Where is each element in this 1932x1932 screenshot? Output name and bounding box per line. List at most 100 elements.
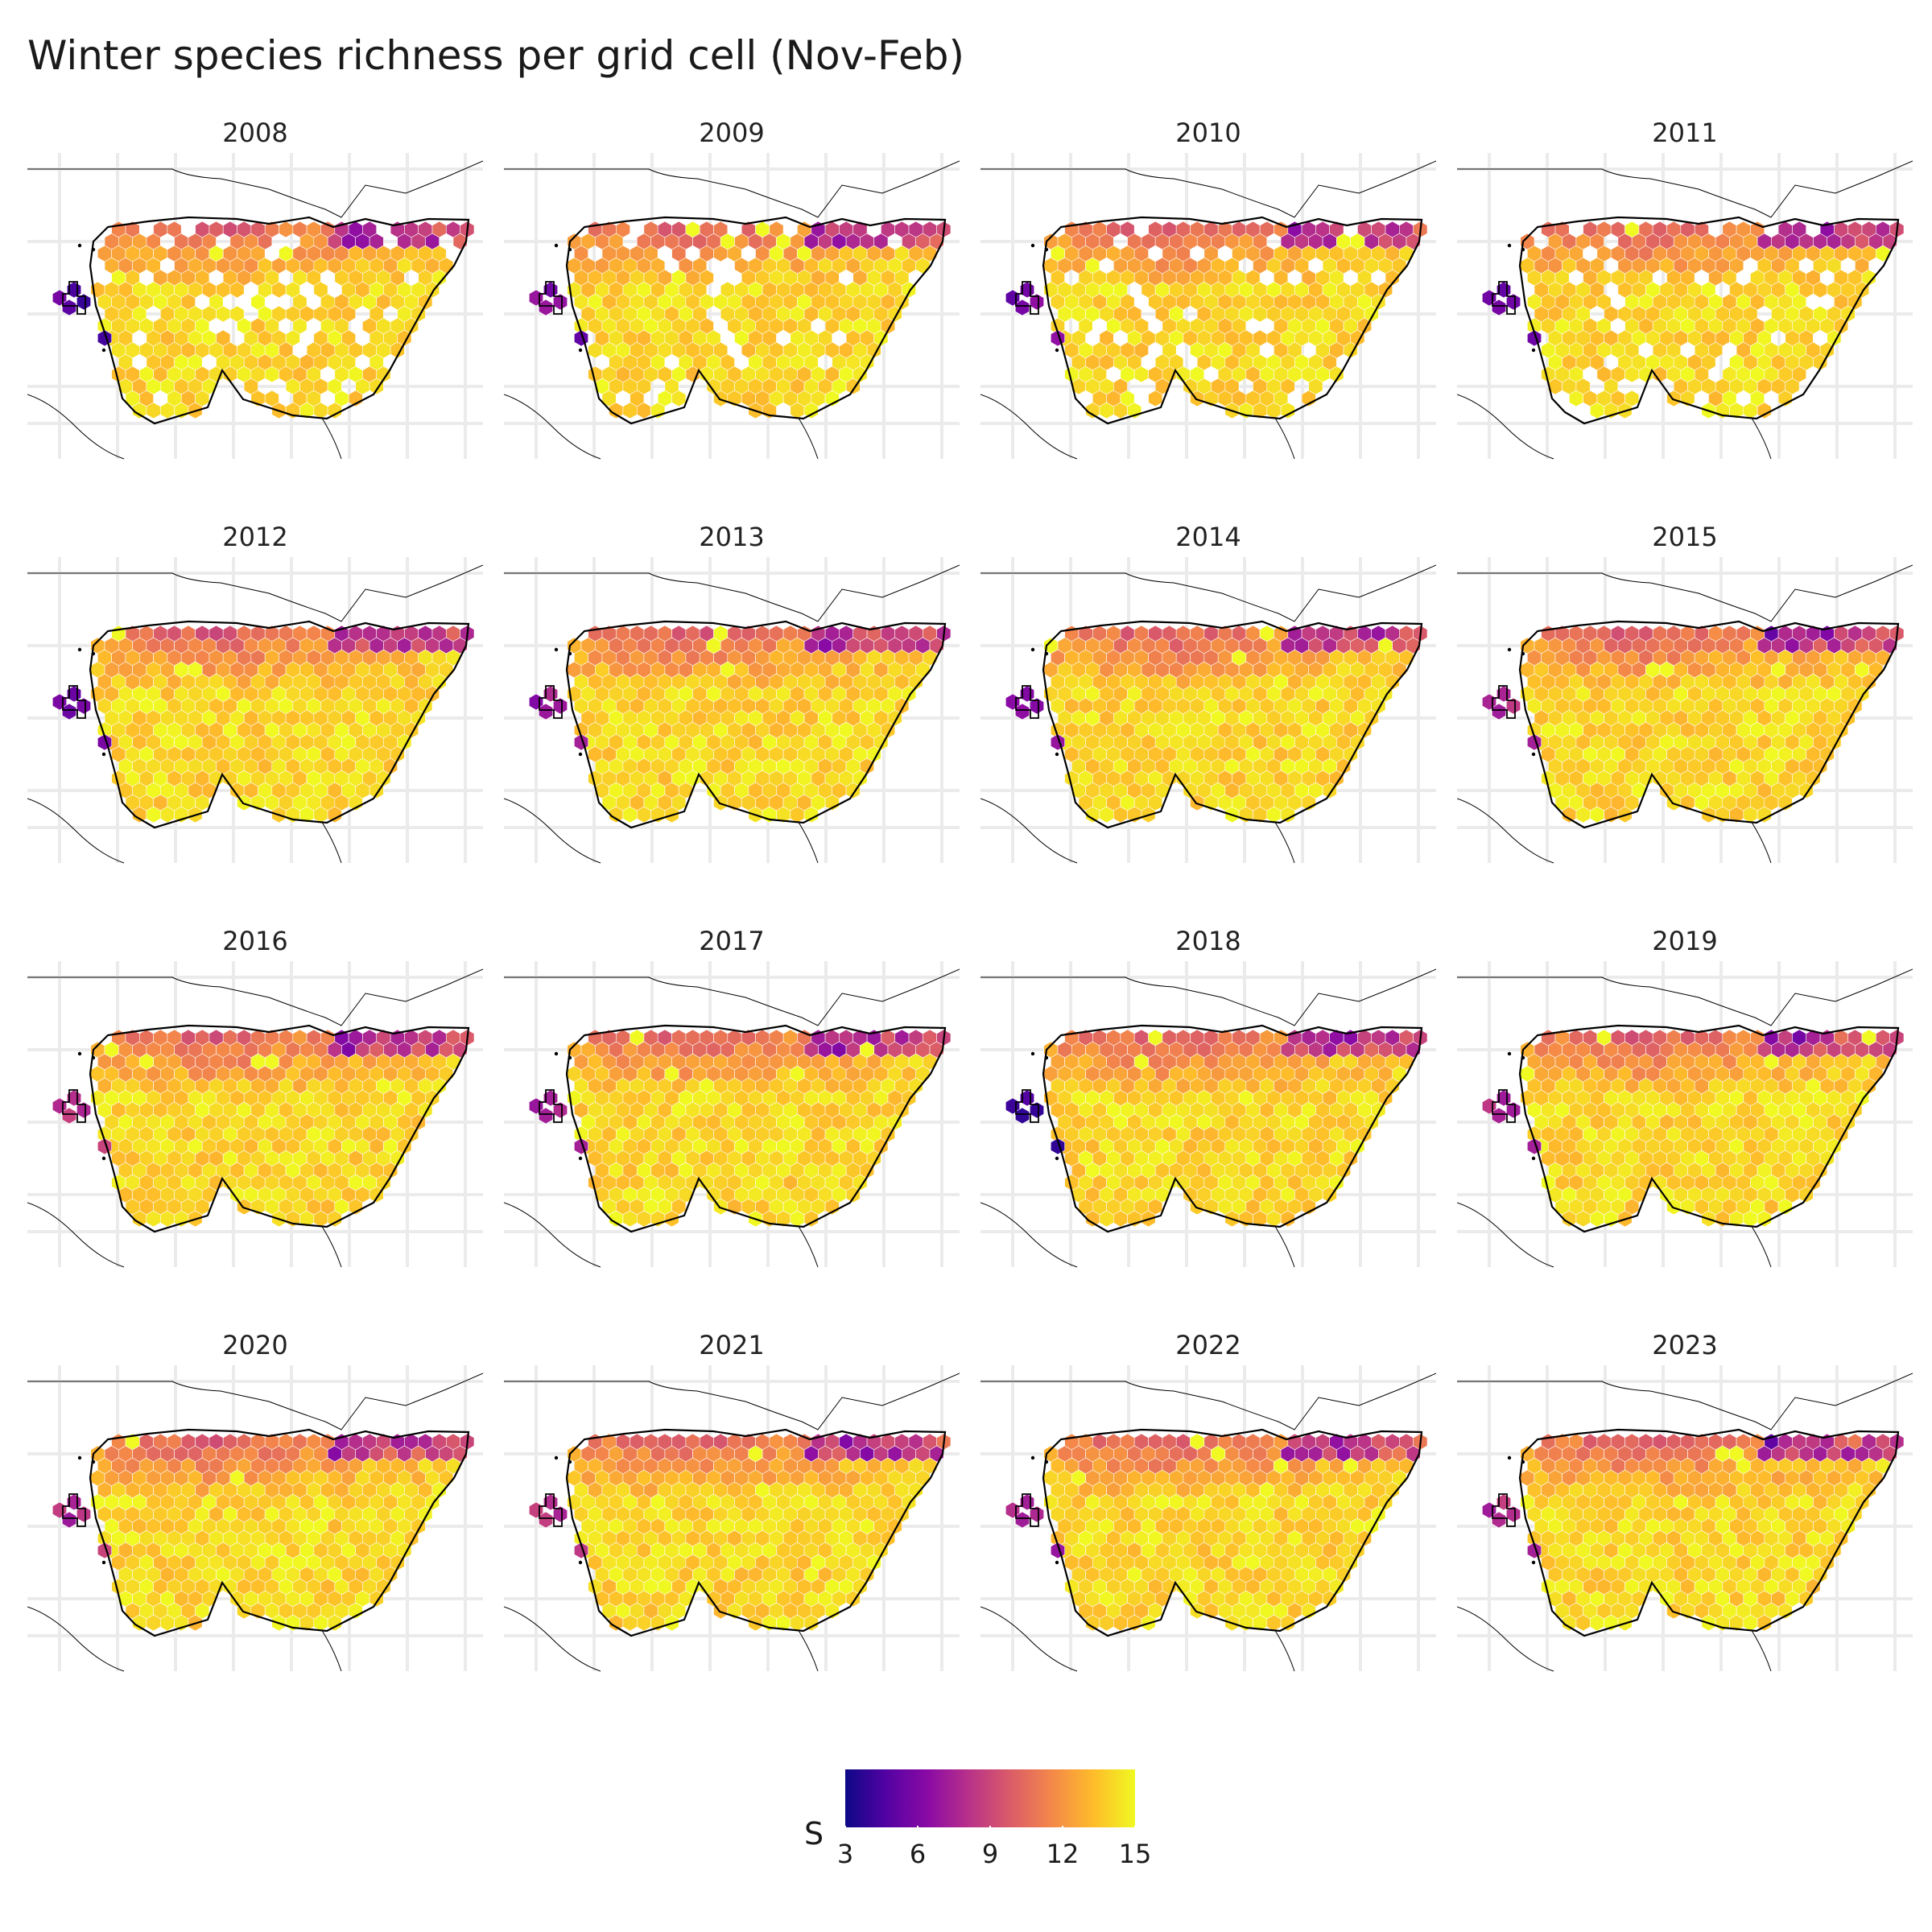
island-dot	[578, 1560, 583, 1565]
hex-cell	[538, 1511, 554, 1529]
country-border	[1457, 968, 1913, 1026]
hex-cell	[845, 1186, 861, 1203]
enclave-outline	[62, 1493, 86, 1527]
facet-map	[980, 557, 1436, 919]
hex-cell	[61, 703, 77, 720]
enclave-outline	[539, 1089, 563, 1123]
facet-panel-2019: 2019	[1457, 921, 1913, 1323]
country-border	[504, 798, 601, 864]
hex-cell	[845, 782, 861, 799]
hex-cell	[327, 1210, 342, 1228]
hex-cell	[1875, 245, 1891, 262]
map-svg	[980, 557, 1436, 864]
country-border	[504, 564, 960, 622]
hex-cell	[1491, 703, 1507, 720]
facet-title: 2010	[1175, 118, 1241, 148]
hex-cell	[803, 1614, 819, 1632]
hex-cell	[845, 1590, 861, 1608]
hex-cells	[52, 1433, 475, 1632]
hex-cell	[369, 1186, 384, 1203]
island-dot	[101, 348, 106, 353]
map-svg	[504, 557, 960, 864]
country-border	[27, 798, 125, 864]
facet-title: 2016	[222, 926, 288, 956]
study-area-outline	[1518, 216, 1900, 425]
island-dot	[1055, 1156, 1059, 1161]
hex-cell	[61, 1107, 77, 1125]
facet-map	[27, 557, 483, 919]
facet-panel-2015: 2015	[1457, 517, 1913, 919]
study-area-outline	[1042, 620, 1423, 829]
hex-cell	[61, 1511, 77, 1529]
island-dot	[1521, 1055, 1525, 1060]
enclave-outline	[62, 685, 86, 719]
study-area-outline	[89, 1428, 470, 1637]
country-border	[27, 1606, 125, 1672]
hex-cells	[52, 221, 475, 419]
map-svg	[504, 153, 960, 460]
hex-cell	[538, 703, 554, 720]
hex-cells	[52, 1029, 475, 1228]
facet-map	[1457, 557, 1913, 919]
facet-map	[504, 557, 960, 919]
hex-cell	[1798, 1186, 1814, 1203]
hex-cells	[1481, 1029, 1905, 1228]
map-svg	[27, 1365, 483, 1672]
enclave-outline	[539, 281, 563, 315]
hex-cell	[229, 281, 245, 299]
facet-map	[1457, 153, 1913, 515]
hex-cell	[1014, 1107, 1030, 1125]
island-dot	[77, 1455, 82, 1460]
facet-panel-2013: 2013	[504, 517, 960, 919]
enclave-outline	[539, 685, 563, 719]
facet-title: 2021	[699, 1330, 765, 1360]
hex-cell	[1798, 782, 1814, 799]
country-border	[1457, 1202, 1554, 1268]
island-dot	[77, 243, 82, 248]
map-svg	[504, 1365, 960, 1672]
country-border	[27, 564, 483, 622]
hex-cells	[1481, 625, 1905, 824]
island-dot	[1507, 647, 1512, 652]
country-border	[27, 160, 483, 218]
country-border	[27, 1373, 483, 1430]
study-area-outline	[565, 216, 947, 425]
map-svg	[1457, 153, 1913, 460]
hex-cell	[538, 299, 554, 316]
country-border	[980, 1202, 1078, 1268]
island-dot	[1531, 348, 1536, 353]
island-dot	[77, 1051, 82, 1056]
island-dot	[101, 1560, 106, 1565]
island-dot	[568, 651, 572, 656]
hex-cell	[1329, 365, 1344, 383]
hex-cell	[1280, 402, 1295, 419]
study-area-outline	[89, 1024, 470, 1233]
facet-panel-2012: 2012	[27, 517, 483, 919]
island-dot	[1030, 647, 1035, 652]
facet-title: 2015	[1652, 522, 1718, 552]
country-border	[980, 564, 1436, 622]
country-border	[504, 160, 960, 218]
facet-panel-2021: 2021	[504, 1325, 960, 1728]
hex-cells	[528, 221, 952, 419]
hex-cell	[1280, 1210, 1295, 1228]
island-dot	[578, 1156, 583, 1161]
facet-title: 2014	[1175, 522, 1241, 552]
study-area-outline	[1518, 1024, 1900, 1233]
island-dot	[1030, 1051, 1035, 1056]
map-svg	[980, 153, 1436, 460]
enclave-outline	[1015, 685, 1039, 719]
hex-cell	[1757, 1210, 1772, 1228]
facet-title: 2008	[222, 118, 288, 148]
island-dot	[91, 651, 96, 656]
hex-cell	[61, 299, 77, 316]
hex-cell	[327, 806, 342, 824]
hex-cell	[369, 1590, 384, 1608]
facet-panel-2009: 2009	[504, 113, 960, 515]
facet-map	[504, 961, 960, 1323]
hex-cell	[1491, 1107, 1507, 1125]
hex-cell	[803, 1210, 819, 1228]
facet-map	[504, 1365, 960, 1728]
study-area-outline	[565, 1024, 947, 1233]
island-dot	[1531, 752, 1536, 757]
